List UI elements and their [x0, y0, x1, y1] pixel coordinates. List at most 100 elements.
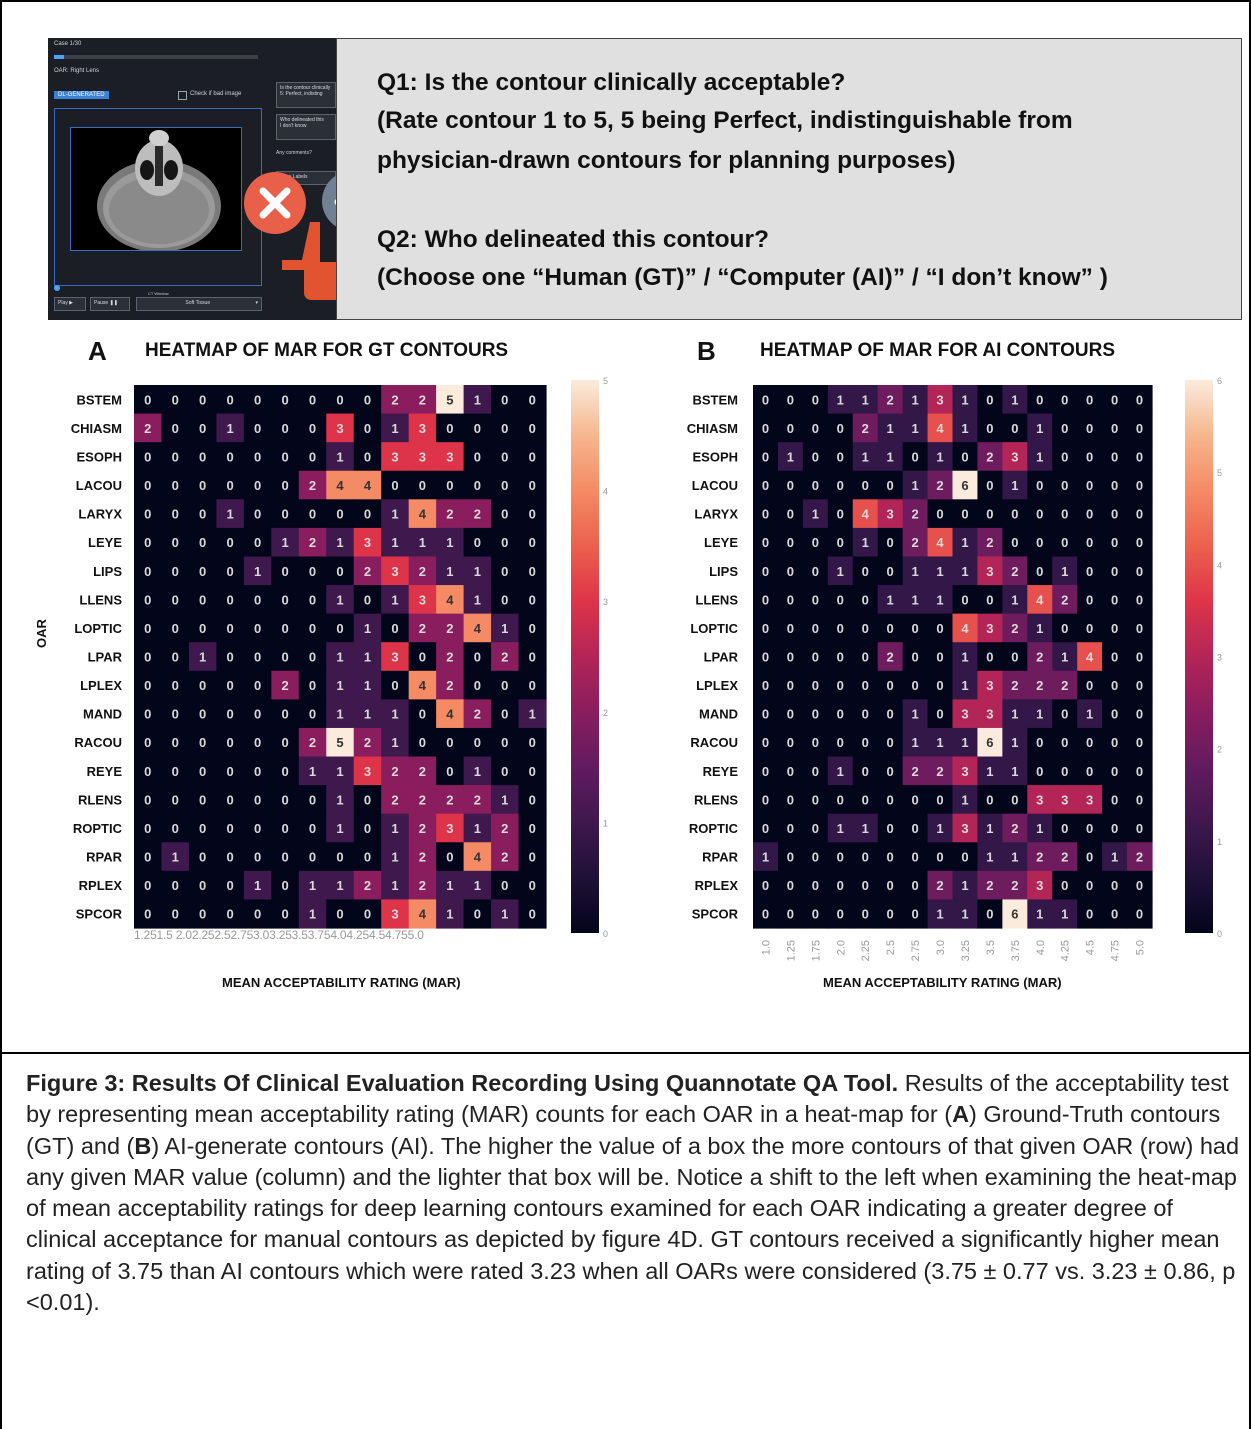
- heatmap-cell: [753, 470, 779, 500]
- heatmap-cell: [161, 385, 190, 415]
- heatmap-cell: [353, 727, 382, 758]
- heatmap-cell: [436, 413, 465, 443]
- heatmap-cell: [518, 470, 547, 500]
- cell-value-label: 0: [1136, 735, 1143, 750]
- cell-value-label: 0: [887, 564, 894, 579]
- cell-value-label: 1: [336, 535, 343, 550]
- cell-value-label: 0: [446, 421, 453, 436]
- heatmap-cell: [271, 642, 300, 672]
- cell-value-label: 0: [474, 535, 481, 550]
- case-progress: [54, 55, 258, 59]
- heatmap-cell: [977, 785, 1003, 815]
- cell-value-label: 1: [501, 792, 508, 807]
- heatmap-cell: [1002, 470, 1028, 500]
- heatmap-cell: [977, 870, 1003, 901]
- cell-value-label: 0: [309, 507, 316, 522]
- cell-value-label: 0: [501, 449, 508, 464]
- heatmap-cell: [753, 442, 779, 472]
- cell-value-label: 0: [501, 421, 508, 436]
- cell-value-label: 3: [336, 421, 343, 436]
- cell-value-label: 0: [762, 621, 769, 636]
- cell-value-label: 0: [787, 821, 794, 836]
- cell-value-label: 4: [1036, 592, 1044, 607]
- heatmap-cell: [298, 670, 327, 700]
- row-label: RLENS: [78, 792, 122, 807]
- heatmap-cell: [161, 813, 190, 843]
- heatmap-cell: [326, 870, 355, 901]
- heatmap-cell: [491, 585, 520, 615]
- cell-value-label: 0: [1136, 907, 1143, 922]
- heatmap-cell: [827, 470, 854, 500]
- heatmap-cell: [161, 585, 190, 615]
- cell-value-label: 3: [391, 650, 398, 665]
- heatmap-cell: [436, 899, 465, 929]
- cell-value-label: 4: [336, 478, 344, 493]
- cell-value-label: 0: [281, 507, 288, 522]
- heatmap-cell: [777, 413, 804, 443]
- cell-value-label: 2: [1011, 621, 1018, 636]
- heatmap-cell: [977, 699, 1003, 729]
- heatmap-cell: [1127, 385, 1153, 415]
- heatmap-cell: [188, 785, 217, 815]
- cell-value-label: 0: [1036, 392, 1043, 407]
- cell-value-label: 0: [862, 792, 869, 807]
- heatmap-cell: [353, 585, 382, 615]
- row-label: LOPTIC: [690, 621, 738, 636]
- cell-value-label: 0: [501, 535, 508, 550]
- cell-value-label: 3: [419, 592, 426, 607]
- heatmap-cell: [491, 442, 520, 472]
- heatmap-cell: [188, 470, 217, 500]
- play-button[interactable]: Play ▶: [54, 297, 86, 311]
- colorbar: [571, 380, 599, 933]
- heatmap-cell: [243, 813, 272, 843]
- heatmap-cell: [852, 385, 879, 415]
- heatmap-cell: [1077, 585, 1103, 615]
- heatmap-cell: [952, 727, 979, 758]
- cell-value-label: 0: [391, 678, 398, 693]
- cell-value-label: 0: [199, 878, 206, 893]
- heatmap-cell: [463, 842, 492, 872]
- window-select[interactable]: Soft Tissue ▾: [136, 297, 262, 311]
- heatmap-cell: [753, 727, 779, 758]
- heatmap-cell: [1102, 527, 1128, 558]
- pause-button[interactable]: Pause ❚❚: [90, 297, 130, 311]
- acceptability-select[interactable]: Is the contour clinically 5: Perfect, ind…: [276, 82, 336, 108]
- delineator-select[interactable]: Who delineated this I don't know: [276, 114, 336, 140]
- cell-value-label: 3: [986, 707, 993, 722]
- heatmap-cell: [877, 699, 904, 729]
- cell-value-label: 0: [986, 907, 993, 922]
- heatmap-cell: [134, 870, 163, 901]
- cell-value-label: 4: [419, 678, 427, 693]
- cell-value-label: 1: [446, 878, 453, 893]
- cell-value-label: 0: [254, 392, 261, 407]
- bad-image-checkbox[interactable]: [178, 91, 187, 100]
- cell-value-label: 0: [336, 507, 343, 522]
- heatmap-cell: [491, 527, 520, 558]
- heatmap-cell: [852, 870, 879, 901]
- cell-value-label: 0: [254, 535, 261, 550]
- cell-value-label: 0: [474, 735, 481, 750]
- heatmap-cell: [852, 585, 879, 615]
- heatmap-cell: [381, 842, 410, 872]
- cell-value-label: 1: [1036, 449, 1043, 464]
- slice-slider[interactable]: [54, 285, 60, 291]
- cell-value-label: 2: [309, 478, 316, 493]
- heatmap-cell: [852, 613, 879, 643]
- heatmap-cell: [243, 699, 272, 729]
- cell-value-label: 0: [887, 707, 894, 722]
- heatmap-cell: [271, 585, 300, 615]
- cell-value-label: 1: [281, 535, 288, 550]
- cell-value-label: 0: [281, 421, 288, 436]
- heatmap-cell: [271, 670, 300, 700]
- cell-value-label: 0: [172, 678, 179, 693]
- cell-value-label: 0: [144, 507, 151, 522]
- cell-value-label: 0: [936, 707, 943, 722]
- heatmap-cell: [1052, 556, 1078, 586]
- cell-value-label: 0: [172, 392, 179, 407]
- cell-value-label: 0: [172, 478, 179, 493]
- cell-value-label: 1: [446, 564, 453, 579]
- cell-value-label: 1: [961, 392, 968, 407]
- heatmap-cell: [952, 785, 979, 815]
- cell-value-label: 0: [1136, 878, 1143, 893]
- cell-value-label: 5: [446, 392, 453, 407]
